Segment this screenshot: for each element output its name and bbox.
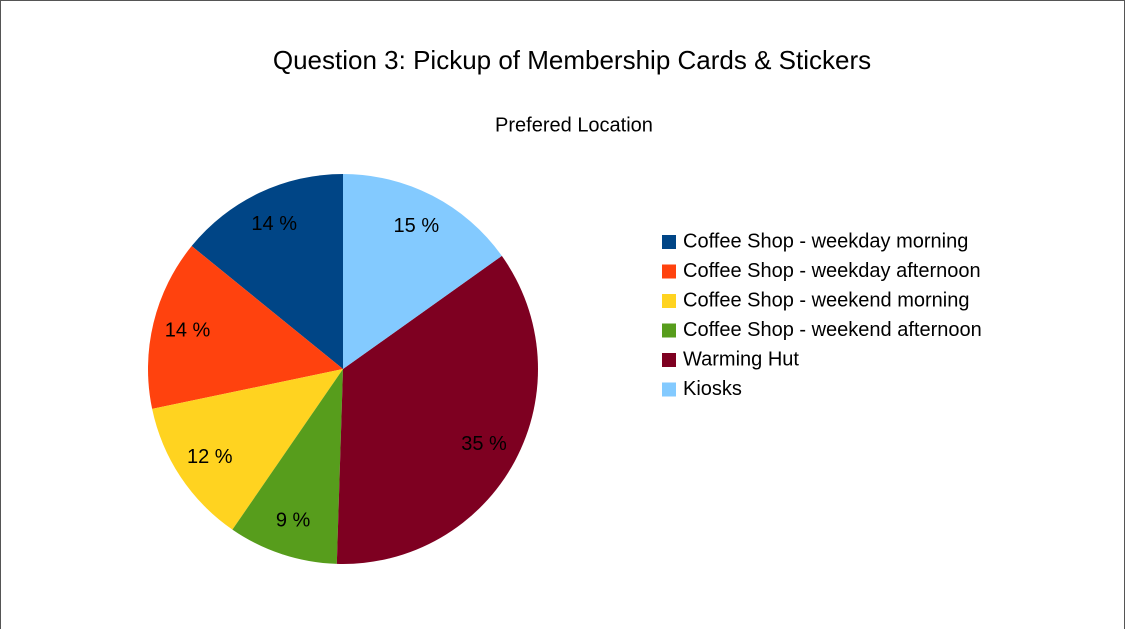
chart-title: Question 3: Pickup of Membership Cards &… <box>273 45 871 75</box>
legend-label: Kiosks <box>683 378 742 400</box>
legend-swatch <box>662 264 676 279</box>
chart-subtitle: Prefered Location <box>495 114 653 136</box>
legend-label: Warming Hut <box>683 348 799 370</box>
data-label: 12 % <box>187 446 233 468</box>
legend-label: Coffee Shop - weekend morning <box>683 289 969 311</box>
legend-swatch <box>662 235 676 249</box>
legend-label: Coffee Shop - weekend afternoon <box>683 319 982 341</box>
data-label: 15 % <box>394 215 440 237</box>
legend-swatch <box>662 323 676 338</box>
pie-slice <box>148 246 343 409</box>
legend-label: Coffee Shop - weekday morning <box>683 230 968 252</box>
legend-label: Coffee Shop - weekday afternoon <box>683 260 981 282</box>
data-label: 35 % <box>461 433 507 455</box>
data-label: 14 % <box>165 320 211 342</box>
data-label: 14 % <box>251 213 297 235</box>
pie-slice <box>343 174 502 369</box>
data-label: 9 % <box>276 509 311 531</box>
pie-slice <box>152 369 343 530</box>
legend-swatch <box>662 294 676 308</box>
pie-slice <box>232 369 343 564</box>
legend-swatch <box>662 353 676 367</box>
pie-slice <box>191 174 343 369</box>
pie-slice <box>336 255 539 564</box>
legend-swatch <box>662 382 676 397</box>
